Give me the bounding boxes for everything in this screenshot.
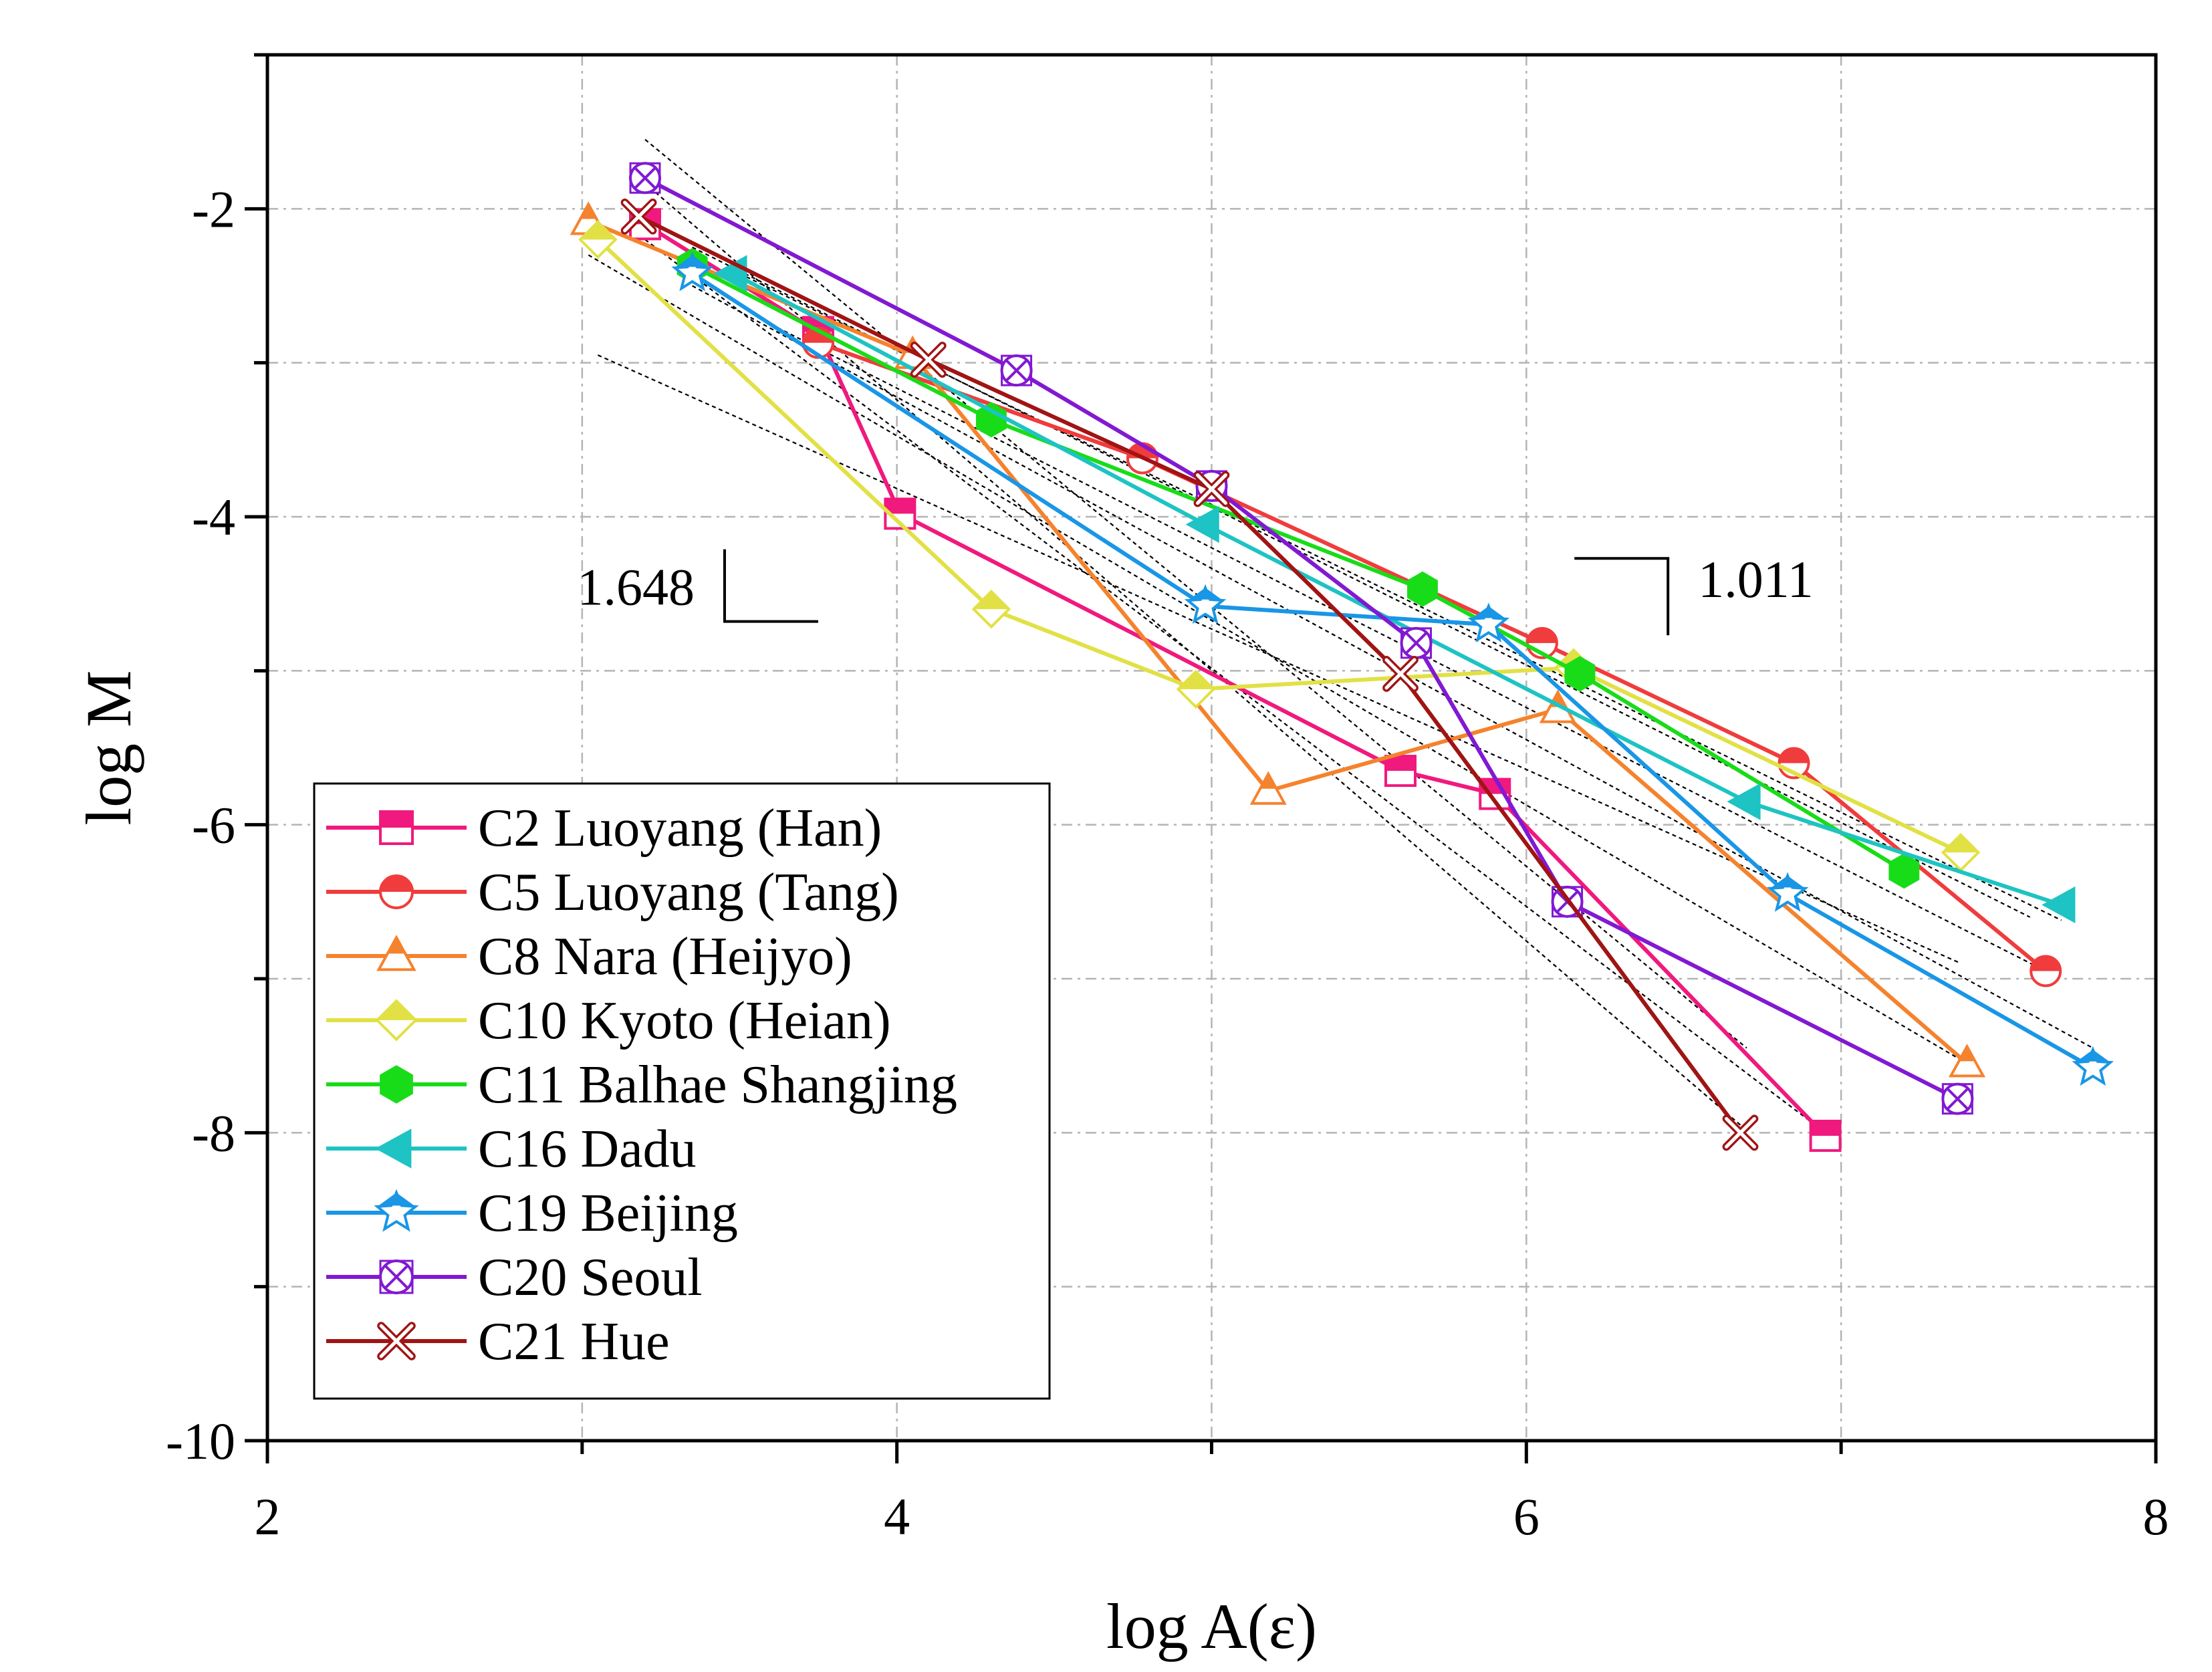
data-point — [1384, 755, 1417, 788]
legend-marker — [379, 1260, 414, 1294]
data-point — [1888, 853, 1920, 889]
data-point — [1400, 626, 1433, 659]
y-tick-label: -10 — [166, 1412, 235, 1470]
series-c19-beijing — [671, 251, 2114, 1086]
series-line — [732, 271, 2062, 907]
x-tick-label: 2 — [255, 1487, 281, 1546]
y-axis-label: log M — [73, 670, 144, 825]
legend-marker — [374, 1189, 419, 1232]
legend-marker — [379, 810, 414, 845]
data-point — [971, 589, 1011, 629]
data-point — [2072, 1046, 2114, 1086]
data-point — [1249, 771, 1287, 805]
series-c5-luoyang-tang — [802, 326, 2062, 987]
legend-entry: C21 Hue — [326, 1312, 670, 1371]
legend: C2 Luoyang (Han)C5 Luoyang (Tang)C8 Nara… — [313, 782, 1051, 1400]
data-point — [1722, 1114, 1759, 1151]
legend-label: C2 Luoyang (Han) — [478, 799, 882, 858]
data-point — [1185, 505, 1219, 544]
legend-entry: C2 Luoyang (Han) — [326, 799, 882, 858]
legend-marker — [375, 999, 418, 1042]
legend-label: C16 Dadu — [478, 1120, 697, 1179]
legend-entry: C8 Nara (Heijyo) — [326, 927, 852, 986]
data-point — [2042, 886, 2076, 924]
legend-label: C5 Luoyang (Tang) — [478, 863, 899, 922]
legend-marker — [376, 935, 416, 971]
data-point — [910, 342, 947, 378]
legend-label: C21 Hue — [478, 1312, 670, 1371]
series-line — [644, 176, 1959, 1101]
legend-marker — [379, 874, 414, 909]
slope-annotations: 1.648 1.011 — [577, 549, 1814, 636]
legend-entry: C19 Beijing — [326, 1184, 738, 1243]
slope-triangle — [1574, 557, 1670, 636]
y-tick-label: -4 — [192, 488, 235, 546]
x-tick-label: 6 — [1513, 1487, 1540, 1546]
data-point — [1467, 602, 1510, 642]
x-tick-label: 8 — [2143, 1487, 2169, 1546]
series-c21-hue — [620, 198, 1759, 1151]
data-point — [975, 402, 1007, 438]
legend-label: C8 Nara (Heijyo) — [478, 927, 852, 986]
series-c16-dadu — [713, 255, 2076, 924]
legend-label: C19 Beijing — [478, 1184, 738, 1243]
data-point — [2030, 955, 2062, 987]
legend-label: C20 Seoul — [478, 1248, 703, 1307]
y-tick-label: -8 — [192, 1104, 235, 1162]
legend-entry: C16 Dadu — [326, 1120, 697, 1179]
legend-marker — [380, 1065, 413, 1104]
legend-marker — [377, 1322, 416, 1360]
data-point — [578, 220, 618, 259]
fit-line-c20-seoul — [644, 138, 1747, 1049]
slope-label: 1.011 — [1698, 550, 1814, 608]
legend-entry: C10 Kyoto (Heian) — [326, 991, 891, 1050]
x-tick-label: 4 — [884, 1487, 910, 1546]
legend-label: C10 Kyoto (Heian) — [478, 991, 891, 1050]
data-point — [671, 251, 713, 291]
data-point — [1766, 872, 1809, 912]
legend-box — [313, 782, 1051, 1400]
legend-marker — [375, 1128, 412, 1169]
fit-line-c8-nara-heijyo — [588, 254, 1968, 1064]
data-point — [1184, 584, 1227, 624]
slope-triangle — [723, 549, 818, 623]
legend-entry: C5 Luoyang (Tang) — [326, 863, 899, 922]
data-point — [1407, 571, 1438, 607]
data-point — [1382, 656, 1419, 692]
data-point — [1941, 1082, 1974, 1115]
y-tick-label: -2 — [192, 180, 235, 238]
data-point — [1193, 471, 1230, 507]
y-tick-label: -6 — [192, 796, 235, 854]
data-point — [1809, 1119, 1842, 1152]
legend-entry: C20 Seoul — [326, 1248, 703, 1307]
data-point — [620, 198, 657, 235]
x-axis-label: log A(ε) — [1106, 1590, 1317, 1662]
slope-annotation: 1.011 — [1574, 550, 1814, 636]
legend-label: C11 Balhae Shangjing — [478, 1056, 957, 1114]
data-point — [1000, 354, 1033, 387]
data-point — [1948, 1044, 1986, 1078]
fit-line-c11-balhae-shangjing — [692, 246, 2031, 918]
data-point — [1727, 783, 1761, 820]
series-group — [570, 162, 2114, 1152]
fit-line-c16-dadu — [733, 269, 2062, 921]
slope-label: 1.648 — [577, 558, 695, 616]
data-point — [1564, 656, 1596, 692]
data-point — [629, 162, 661, 195]
axis-ticks: 2 4 6 8 -10 -8 -6 -4 -2 — [166, 53, 2169, 1546]
data-point — [1176, 669, 1216, 709]
legend-entry: C11 Balhae Shangjing — [326, 1056, 957, 1114]
slope-annotation: 1.648 — [577, 549, 818, 623]
